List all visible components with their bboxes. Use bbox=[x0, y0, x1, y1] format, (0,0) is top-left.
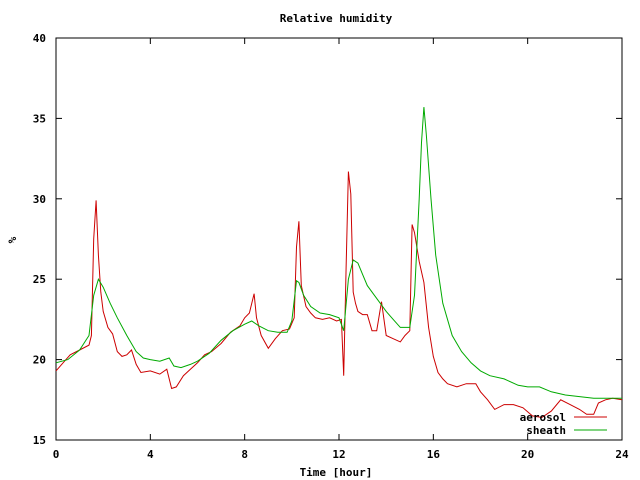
legend-entry-aerosol: aerosol bbox=[520, 411, 607, 424]
y-tick-label-5: 40 bbox=[33, 32, 46, 45]
y-tick-label-3: 30 bbox=[33, 193, 46, 206]
legend: aerosol sheath bbox=[520, 411, 607, 437]
series-layer bbox=[55, 107, 623, 419]
y-axis: 15 20 25 30 35 40 bbox=[33, 32, 622, 447]
legend-label-sheath: sheath bbox=[526, 424, 566, 437]
legend-label-aerosol: aerosol bbox=[520, 411, 566, 424]
x-tick-label-4: 16 bbox=[427, 448, 441, 461]
y-tick-label-0: 15 bbox=[33, 434, 46, 447]
y-axis-label: % bbox=[6, 236, 19, 243]
y-tick-label-1: 20 bbox=[33, 354, 46, 367]
x-tick-label-0: 0 bbox=[53, 448, 60, 461]
y-tick-label-2: 25 bbox=[33, 273, 46, 286]
series-line-aerosol bbox=[55, 171, 623, 419]
series-line-sheath bbox=[55, 107, 622, 399]
x-axis: 0 4 8 12 16 20 24 bbox=[53, 38, 629, 461]
chart-title: Relative humidity bbox=[280, 12, 393, 25]
x-tick-label-3: 12 bbox=[332, 448, 345, 461]
x-tick-label-1: 4 bbox=[147, 448, 154, 461]
legend-entry-sheath: sheath bbox=[526, 424, 607, 437]
x-axis-label: Time [hour] bbox=[300, 466, 373, 479]
y-tick-label-4: 35 bbox=[33, 112, 46, 125]
x-tick-label-2: 8 bbox=[241, 448, 248, 461]
x-tick-label-5: 20 bbox=[521, 448, 534, 461]
x-tick-label-6: 24 bbox=[615, 448, 629, 461]
